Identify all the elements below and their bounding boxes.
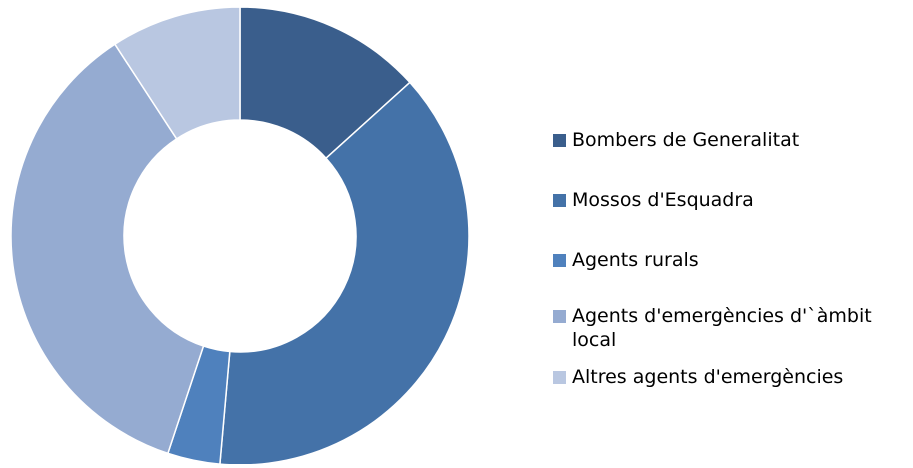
legend-label: Agents d'emergències d'`àmbit local xyxy=(572,305,872,351)
legend-swatch xyxy=(553,371,566,384)
legend-label: Altres agents d'emergències xyxy=(572,366,844,388)
doughnut-chart-svg xyxy=(10,6,470,466)
slice-mossos xyxy=(219,81,470,466)
slice-altres xyxy=(113,6,241,140)
legend-item-altres: Altres agents d'emergències xyxy=(553,365,902,389)
legend-swatch xyxy=(553,310,566,323)
legend-item-agents-rurals: Agents rurals xyxy=(553,248,902,272)
legend-label: Mossos d'Esquadra xyxy=(572,189,754,211)
legend-item-agents-local: Agents d'emergències d'`àmbit local xyxy=(553,304,902,352)
doughnut-chart xyxy=(10,6,470,466)
legend-label: Agents rurals xyxy=(572,249,699,271)
legend-swatch xyxy=(553,194,566,207)
legend-label: Bombers de Generalitat xyxy=(572,129,800,151)
legend-swatch xyxy=(553,254,566,267)
legend-swatch xyxy=(553,134,566,147)
legend-item-bombers: Bombers de Generalitat xyxy=(553,128,902,152)
slice-agents-local xyxy=(10,43,205,455)
legend-item-mossos: Mossos d'Esquadra xyxy=(553,188,902,212)
